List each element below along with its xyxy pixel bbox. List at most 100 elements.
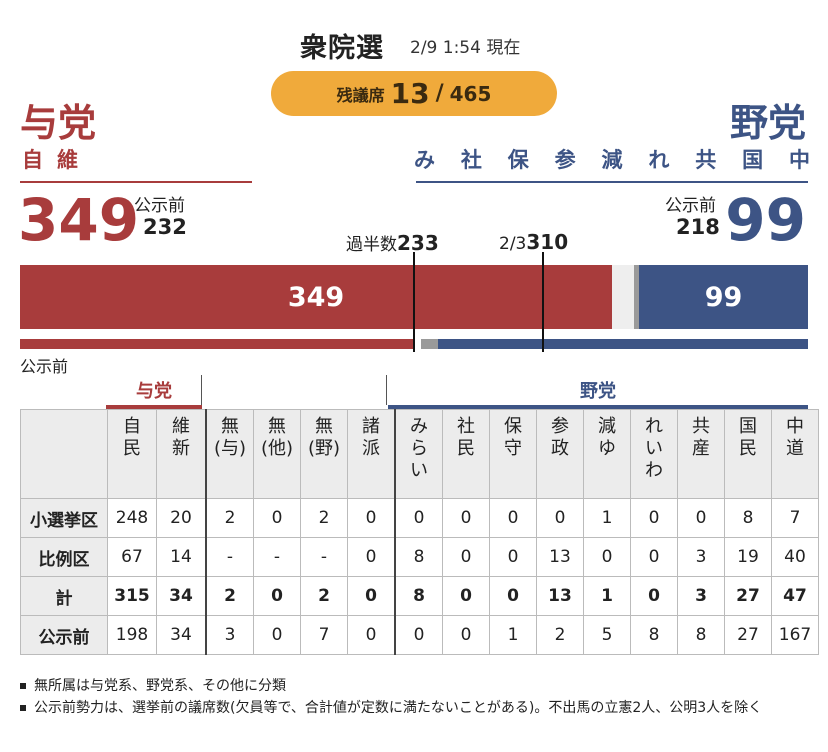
table-cell: 8 (677, 615, 725, 655)
table-cell: 198 (107, 615, 157, 655)
table-row: 小選挙区 248 20 2 0 2 0 0 0 0 0 1 0 0 8 7 (20, 498, 819, 538)
table-header-row: 自 民維 新無 (与) 無 (他) 無 (野) 諸 派み ら い社 民保 守参 政減 … (20, 409, 819, 499)
table-cell: - (205, 537, 254, 577)
table-cell: 0 (347, 576, 396, 616)
bar-remaining-segment (612, 265, 634, 329)
row-label: 比例区 (20, 537, 108, 577)
table-cell: 1 (583, 576, 631, 616)
table-ruling-underline (106, 405, 202, 409)
table-cell: 0 (253, 615, 301, 655)
as-of-timestamp: 2/9 1:54 現在 (410, 38, 521, 58)
bar-ruling-segment: 349 (20, 265, 612, 329)
table-cell: 0 (630, 498, 678, 538)
table-cell: 8 (724, 498, 772, 538)
table-cell: 0 (253, 576, 301, 616)
column-header: 参 政 (536, 409, 584, 499)
table-cell: 5 (583, 615, 631, 655)
column-header: れ い わ (630, 409, 678, 499)
table-cell: 2 (536, 615, 584, 655)
table-cell: 7 (300, 615, 348, 655)
opposition-prev-label: 公示前 (665, 196, 716, 216)
table-cell: 0 (536, 498, 584, 538)
table-cell: 1 (489, 615, 537, 655)
column-header: 自 民 (107, 409, 157, 499)
table-cell: 2 (300, 576, 348, 616)
table-cell: 27 (724, 576, 772, 616)
group-divider (201, 375, 202, 405)
table-cell: 14 (156, 537, 207, 577)
table-ruling-header: 与党 (136, 381, 172, 402)
opposition-parties: み 社 保 参 減 れ 共 国 中 (414, 144, 810, 174)
table-cell: 13 (536, 537, 584, 577)
table-cell: 2 (205, 576, 254, 616)
bullet-icon (20, 683, 26, 689)
ruling-bloc-name: 与党 (20, 101, 97, 145)
table-cell: 0 (489, 498, 537, 538)
remaining-separator: / (435, 81, 444, 106)
table-cell: 20 (156, 498, 207, 538)
table-cell: 3 (677, 537, 725, 577)
table-cell: 0 (489, 537, 537, 577)
opp-party: 参 (554, 148, 576, 172)
table-cell: 0 (394, 498, 443, 538)
column-header: み ら い (394, 409, 443, 499)
table-cell: 2 (300, 498, 348, 538)
bar-opposition-segment: 99 (639, 265, 808, 329)
table-cell: 0 (630, 537, 678, 577)
table-corner (20, 409, 108, 499)
table-cell: 0 (347, 615, 396, 655)
ruling-divider (20, 181, 252, 183)
table-opposition-header: 野党 (580, 381, 616, 402)
column-header: 維 新 (156, 409, 207, 499)
table-cell: 67 (107, 537, 157, 577)
table-cell: 34 (156, 576, 207, 616)
table-cell: 8 (394, 537, 443, 577)
table-cell: 3 (205, 615, 254, 655)
opposition-bloc-name: 野党 (729, 101, 806, 145)
table-row: 比例区 67 14- - -0 8 0 0 13 0 0 3 19 40 (20, 537, 819, 577)
column-header: 国 民 (724, 409, 772, 499)
opp-party: 社 (460, 148, 482, 172)
table-cell: - (300, 537, 348, 577)
ruling-seat-count: 349 (18, 186, 140, 254)
ruling-parties: 自維 (22, 148, 92, 172)
note: 公示前勢力は、選挙前の議席数(欠員等で、合計値が定数に満たないことがある)。不出… (20, 699, 810, 718)
table-cell: 2 (205, 498, 254, 538)
table-cell: 0 (347, 498, 396, 538)
two-thirds-line (542, 252, 544, 352)
note: 無所属は与党系、野党系、その他に分類 (20, 675, 286, 695)
table-cell: 0 (253, 498, 301, 538)
table-cell: 0 (394, 615, 443, 655)
table-cell: 19 (724, 537, 772, 577)
opp-party: 国 (742, 148, 764, 172)
table-row: 計 315 34 2 0 2 0 8 0 0 13 1 0 3 27 47 (20, 576, 819, 616)
table-cell: 13 (536, 576, 584, 616)
ruling-prev-value: 232 (143, 215, 187, 239)
row-label: 小選挙区 (20, 498, 108, 538)
table-opposition-underline (388, 405, 808, 409)
two-thirds-label-text: 2/3 (499, 234, 527, 254)
table-cell: 315 (107, 576, 157, 616)
group-divider (386, 375, 387, 405)
opposition-seat-count: 99 (725, 186, 806, 254)
ruling-prev-label: 公示前 (134, 196, 185, 216)
page-title: 衆院選 (300, 33, 384, 64)
bullet-icon (20, 705, 26, 711)
column-header: 無 (野) (300, 409, 348, 499)
table-cell: 3 (677, 576, 725, 616)
prev-bar-opposition (438, 339, 808, 349)
bar-other-segment (634, 265, 639, 329)
opp-party: み (414, 148, 435, 172)
column-header: 諸 派 (347, 409, 396, 499)
opp-party: 共 (695, 148, 717, 172)
table-cell: 27 (724, 615, 772, 655)
table-cell: 0 (489, 576, 537, 616)
total-seats: 465 (449, 81, 492, 106)
table-cell: 0 (442, 576, 490, 616)
table-cell: 0 (347, 537, 396, 577)
majority-value: 233 (397, 231, 439, 255)
table-cell: 0 (442, 537, 490, 577)
opposition-prev-value: 218 (676, 215, 720, 239)
two-thirds-value: 310 (526, 230, 569, 254)
table-cell: 34 (156, 615, 207, 655)
